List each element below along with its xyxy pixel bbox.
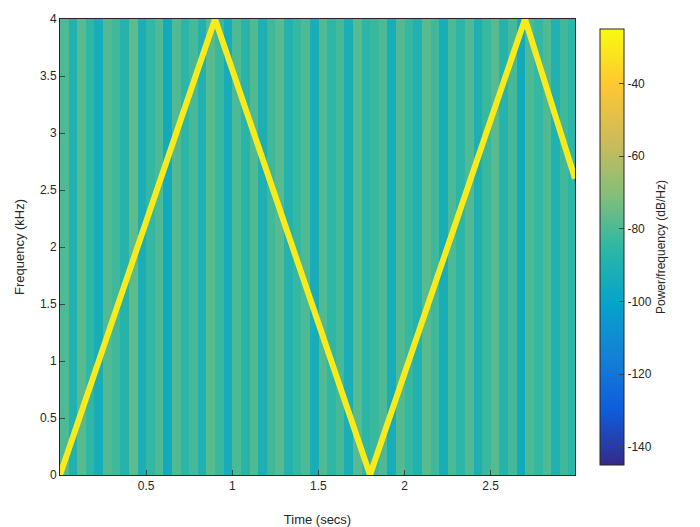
svg-text:-100: -100 (627, 295, 651, 309)
svg-text:1.5: 1.5 (310, 479, 327, 493)
svg-text:3: 3 (50, 126, 57, 140)
svg-text:2.5: 2.5 (482, 479, 499, 493)
svg-text:-60: -60 (627, 149, 645, 163)
svg-text:0.5: 0.5 (138, 479, 155, 493)
svg-text:2: 2 (401, 479, 408, 493)
svg-text:-120: -120 (627, 367, 651, 381)
svg-text:-140: -140 (627, 440, 651, 454)
svg-text:0.5: 0.5 (40, 411, 57, 425)
svg-text:0: 0 (50, 468, 57, 482)
svg-text:-40: -40 (627, 77, 645, 91)
svg-text:Frequency (kHz): Frequency (kHz) (12, 199, 27, 295)
svg-text:1.5: 1.5 (40, 297, 57, 311)
svg-text:Power/frequency (dB/Hz): Power/frequency (dB/Hz) (654, 180, 668, 314)
svg-text:2.5: 2.5 (40, 183, 57, 197)
svg-text:-80: -80 (627, 222, 645, 236)
svg-text:4: 4 (50, 12, 57, 26)
svg-text:2: 2 (50, 240, 57, 254)
svg-text:1: 1 (229, 479, 236, 493)
svg-text:1: 1 (50, 354, 57, 368)
svg-text:Time (secs): Time (secs) (284, 512, 351, 527)
svg-text:3.5: 3.5 (40, 69, 57, 83)
